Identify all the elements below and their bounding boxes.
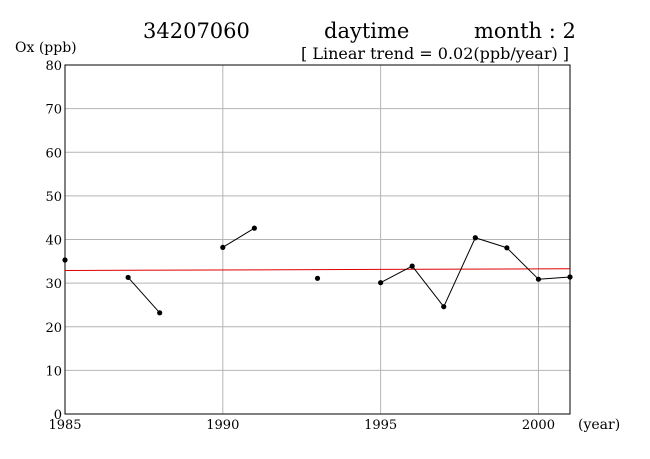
x-tick-label: 2000: [522, 418, 555, 433]
plot-area-frame: [64, 64, 571, 415]
series-segment: [475, 237, 508, 249]
data-point: [441, 304, 447, 310]
series-segment: [222, 227, 255, 248]
y-tick-label: 60: [45, 146, 62, 161]
data-point: [472, 235, 478, 241]
period-label: daytime: [324, 19, 409, 43]
series-segment: [443, 237, 476, 307]
y-tick-label: 10: [45, 364, 62, 379]
data-point: [220, 244, 226, 250]
y-tick-label: 30: [45, 277, 62, 292]
y-axis-ticks: 0 10 20 30 40 50 60 70 80: [45, 59, 62, 423]
x-axis-ticks: 1985 1990 1995 2000: [48, 418, 555, 433]
x-tick-label: 1985: [48, 418, 81, 433]
series-segment: [506, 247, 539, 280]
series-layer: [62, 225, 573, 316]
series-segment: [127, 277, 161, 314]
data-point: [535, 276, 542, 282]
trend-layer: [64, 268, 571, 271]
x-axis-label: (year): [578, 417, 620, 433]
series-segment: [538, 276, 571, 280]
grid-lines: [65, 65, 570, 414]
y-tick-label: 70: [45, 103, 62, 118]
trend-line: [64, 268, 571, 271]
trend-label: [ Linear trend = 0.02(ppb/year) ]: [301, 44, 569, 63]
y-tick-label: 0: [54, 408, 62, 423]
data-point: [251, 225, 257, 231]
data-point: [409, 263, 415, 269]
data-point: [314, 275, 321, 281]
y-tick-label: 20: [45, 321, 62, 336]
data-point: [157, 310, 163, 316]
month-label: month : 2: [474, 19, 576, 43]
data-point: [125, 274, 131, 281]
series-segment: [411, 265, 445, 307]
data-point: [378, 280, 384, 286]
series-segment: [380, 265, 413, 284]
y-tick-label: 50: [45, 190, 62, 205]
y-axis-label: Ox (ppb): [15, 40, 77, 56]
data-point: [567, 274, 573, 280]
x-tick-label: 1990: [206, 418, 239, 433]
x-tick-label: 1995: [364, 418, 397, 433]
station-id: 34207060: [143, 19, 250, 43]
data-point: [504, 245, 510, 251]
data-point: [62, 257, 68, 263]
y-tick-label: 80: [45, 59, 62, 74]
y-tick-label: 40: [45, 234, 62, 249]
